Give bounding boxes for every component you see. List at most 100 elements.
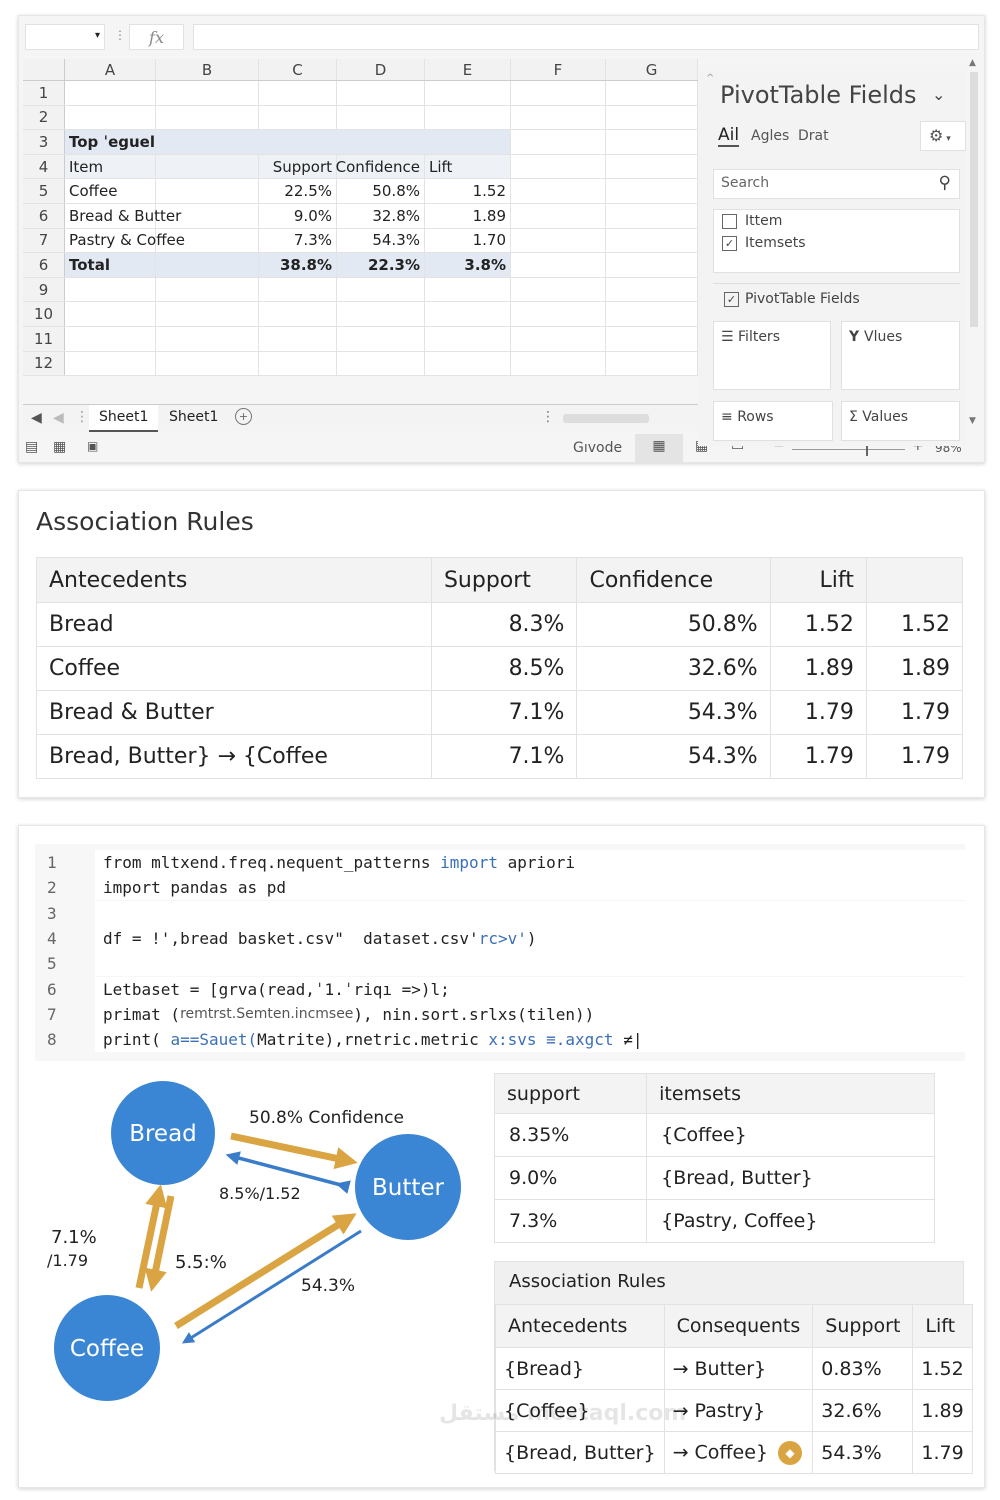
column-header[interactable]: Consequents: [663, 1304, 814, 1348]
column-header[interactable]: D: [337, 59, 425, 80]
scrollbar-thumb[interactable]: [970, 72, 978, 327]
column-header[interactable]: B: [156, 59, 259, 80]
cell[interactable]: 7.3%: [259, 228, 337, 253]
cell[interactable]: [259, 302, 337, 326]
cell[interactable]: [606, 179, 698, 203]
cell[interactable]: [425, 277, 511, 302]
cell[interactable]: [337, 302, 425, 326]
cell[interactable]: 1.89: [425, 203, 511, 228]
page-layout-icon[interactable]: ▦: [53, 439, 67, 455]
cell[interactable]: [337, 81, 425, 105]
zoom-slider[interactable]: [792, 443, 905, 456]
scroll-down-icon[interactable]: ▼: [969, 416, 976, 426]
cell[interactable]: Confidence: [336, 154, 425, 179]
cell[interactable]: [65, 351, 156, 376]
column-header[interactable]: Antecedents: [495, 1304, 665, 1348]
cell[interactable]: [606, 203, 698, 228]
cell[interactable]: [259, 105, 337, 130]
cell-grid[interactable]: A B C D E F G 1 2 3 Top ˈeguel temsets 4 Item Support…: [23, 59, 698, 377]
row-header[interactable]: 12: [23, 351, 65, 376]
table-row[interactable]: 8.35% {Coffee}: [493, 1113, 935, 1157]
cell[interactable]: 50.8%: [337, 179, 425, 203]
cell[interactable]: [156, 179, 259, 203]
table-row[interactable]: {Bread} → Butter} 0.83% 1.52: [495, 1347, 973, 1390]
cell[interactable]: [606, 130, 698, 154]
cell[interactable]: 3.8%: [425, 253, 511, 277]
cell[interactable]: [156, 228, 259, 253]
row-header[interactable]: 1: [23, 81, 65, 105]
cell[interactable]: [606, 253, 698, 277]
table-row[interactable]: Bread, Butter} → {Coffee 7.1% 54.3% 1.79 1.7…: [36, 734, 964, 779]
cell[interactable]: [65, 277, 156, 302]
table-row[interactable]: {Coffee} → Pastry} 32.6% 1.89: [495, 1389, 973, 1432]
cell[interactable]: Total: [65, 253, 156, 277]
cell[interactable]: [156, 253, 259, 277]
cell[interactable]: [511, 154, 606, 179]
row-header[interactable]: 6: [23, 203, 65, 228]
vertical-scrollbar[interactable]: ▲ ▼: [967, 58, 981, 430]
column-header[interactable]: [865, 557, 964, 603]
cell[interactable]: [511, 277, 606, 302]
cell[interactable]: [511, 253, 606, 277]
tab-agles[interactable]: Agles: [751, 128, 790, 144]
row-header[interactable]: 11: [23, 326, 65, 351]
cell[interactable]: [65, 105, 156, 130]
sheet-tab[interactable]: Sheet1: [169, 409, 219, 425]
cell[interactable]: [156, 302, 259, 326]
settings-button[interactable]: ⚙ ▾: [920, 121, 966, 151]
column-header[interactable]: Lift: [912, 1304, 973, 1348]
cell[interactable]: Item: [65, 154, 156, 179]
code-editor[interactable]: 1 from mltxend.freq.nequent_patterns impo…: [35, 844, 965, 1061]
cell[interactable]: [606, 81, 698, 105]
cell[interactable]: [65, 81, 156, 105]
row-header[interactable]: 6: [23, 253, 65, 277]
table-row[interactable]: Bread & Butter 7.1% 54.3% 1.79 1.79: [36, 690, 964, 735]
cell[interactable]: [337, 105, 425, 130]
cell[interactable]: [606, 154, 698, 179]
cell[interactable]: [606, 302, 698, 326]
cell[interactable]: [259, 351, 337, 376]
field-item[interactable]: Ittem: [714, 210, 959, 232]
cell[interactable]: [156, 105, 259, 130]
cell[interactable]: [606, 351, 698, 376]
cell[interactable]: 32.8%: [337, 203, 425, 228]
cell[interactable]: [511, 81, 606, 105]
cell[interactable]: Bread & Butter: [65, 203, 181, 228]
cell[interactable]: [156, 154, 259, 179]
cell[interactable]: [511, 326, 606, 351]
row-header[interactable]: 2: [23, 105, 65, 130]
table-row[interactable]: Bread 8.3% 50.8% 1.52 1.52: [36, 602, 964, 647]
cell[interactable]: 1.70: [425, 228, 511, 253]
normal-view-icon[interactable]: ▤: [25, 439, 39, 455]
cell[interactable]: [65, 326, 156, 351]
cell[interactable]: [511, 351, 606, 376]
pivot-section-checkbox[interactable]: ✓ PivotTable Fields: [724, 291, 860, 307]
cell[interactable]: [259, 277, 337, 302]
cell[interactable]: [606, 105, 698, 130]
column-header[interactable]: Confidence: [576, 557, 771, 603]
cell[interactable]: [425, 81, 511, 105]
cell[interactable]: [425, 130, 511, 154]
cell[interactable]: [259, 81, 337, 105]
node-bread[interactable]: [111, 1081, 215, 1185]
cell[interactable]: 1.52: [425, 179, 511, 203]
field-search-input[interactable]: Search ⚲: [713, 169, 960, 199]
field-icon[interactable]: [722, 213, 737, 229]
grid-view-icon[interactable]: ▦: [635, 434, 683, 464]
cell[interactable]: [511, 228, 606, 253]
cell[interactable]: [156, 326, 259, 351]
row-header[interactable]: 4: [23, 154, 65, 179]
scroll-prev-icon[interactable]: ◀: [53, 410, 64, 426]
cell[interactable]: [511, 302, 606, 326]
cell[interactable]: [259, 326, 337, 351]
cell[interactable]: [425, 351, 511, 376]
column-header[interactable]: support: [493, 1073, 648, 1114]
tab-drat[interactable]: Drat: [798, 128, 829, 144]
cell[interactable]: [156, 277, 259, 302]
cell[interactable]: [259, 130, 337, 154]
column-header[interactable]: Antecedents: [36, 557, 432, 603]
cell[interactable]: 22.3%: [337, 253, 425, 277]
zoom-out-button[interactable]: −: [773, 438, 785, 454]
column-header[interactable]: Support: [430, 557, 578, 603]
checkbox-checked-icon[interactable]: ✓: [722, 235, 737, 251]
